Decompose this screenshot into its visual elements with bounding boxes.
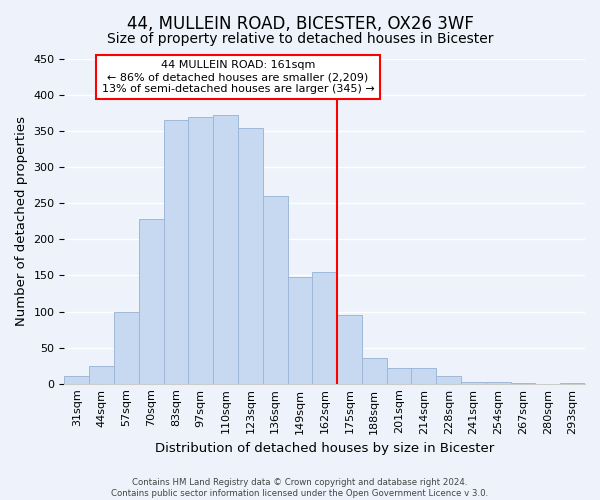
Bar: [362, 358, 386, 384]
Bar: [436, 376, 461, 384]
Bar: [313, 272, 337, 384]
Bar: [560, 383, 585, 384]
Bar: [287, 277, 313, 384]
Bar: [238, 128, 263, 384]
Bar: [263, 196, 287, 384]
Bar: [188, 116, 213, 384]
Bar: [164, 120, 188, 384]
Bar: [89, 366, 114, 384]
Bar: [64, 376, 89, 384]
Text: Size of property relative to detached houses in Bicester: Size of property relative to detached ho…: [107, 32, 493, 46]
Bar: [511, 383, 535, 384]
Bar: [486, 382, 511, 384]
Bar: [412, 368, 436, 384]
Bar: [386, 368, 412, 384]
Y-axis label: Number of detached properties: Number of detached properties: [15, 116, 28, 326]
Bar: [337, 315, 362, 384]
Bar: [139, 219, 164, 384]
Bar: [114, 312, 139, 384]
Bar: [461, 382, 486, 384]
X-axis label: Distribution of detached houses by size in Bicester: Distribution of detached houses by size …: [155, 442, 494, 455]
Text: 44 MULLEIN ROAD: 161sqm
← 86% of detached houses are smaller (2,209)
13% of semi: 44 MULLEIN ROAD: 161sqm ← 86% of detache…: [101, 60, 374, 94]
Bar: [213, 114, 238, 384]
Text: 44, MULLEIN ROAD, BICESTER, OX26 3WF: 44, MULLEIN ROAD, BICESTER, OX26 3WF: [127, 15, 473, 33]
Text: Contains HM Land Registry data © Crown copyright and database right 2024.
Contai: Contains HM Land Registry data © Crown c…: [112, 478, 488, 498]
